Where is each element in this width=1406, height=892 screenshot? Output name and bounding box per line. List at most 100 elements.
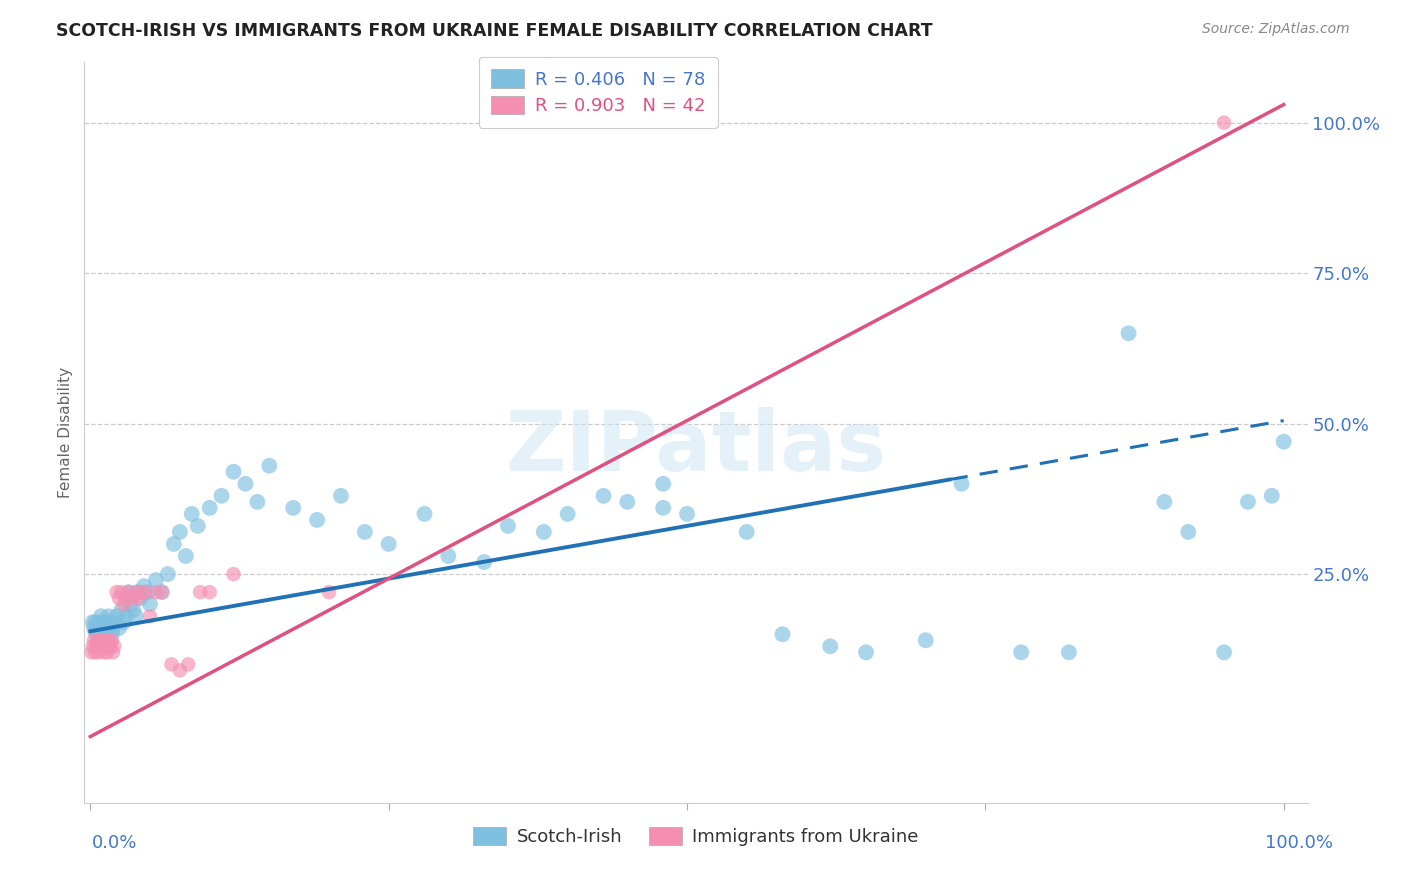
Point [108,621,131,635]
Point [84,645,107,659]
Point [222,465,245,479]
Point [86,633,108,648]
Point [90,640,112,654]
Point [80,645,103,659]
Point [94,615,117,630]
Point [533,524,555,539]
Point [93,640,115,654]
Point [772,627,794,641]
Point [353,524,375,539]
Point [101,645,124,659]
Point [117,585,139,599]
Point [413,507,436,521]
Point [94,633,117,648]
Point [652,500,675,515]
Point [134,585,156,599]
Point [83,621,105,635]
Point [283,500,305,515]
Point [211,489,233,503]
Point [177,657,200,672]
Text: ZIPatlas: ZIPatlas [506,407,886,488]
Point [96,621,118,635]
Point [160,657,183,672]
Point [1057,645,1080,659]
Point [307,513,329,527]
Point [127,591,149,606]
Point [82,640,104,654]
Point [93,627,115,641]
Point [818,640,841,654]
Point [120,597,142,611]
Point [198,585,221,599]
Point [97,609,120,624]
Point [198,500,221,515]
Point [156,567,179,582]
Point [735,524,758,539]
Point [1213,115,1236,129]
Point [84,615,107,630]
Point [1272,434,1295,449]
Point [86,621,108,635]
Point [259,458,281,473]
Point [139,597,162,611]
Point [101,627,124,641]
Point [127,585,149,599]
Point [1118,326,1140,341]
Point [235,476,257,491]
Point [169,664,191,678]
Point [108,591,131,606]
Point [145,573,167,587]
Point [652,476,675,491]
Point [950,476,973,491]
Point [914,633,936,648]
Point [318,585,340,599]
Point [98,621,121,635]
Point [1153,495,1175,509]
Point [112,597,135,611]
Point [103,640,125,654]
Point [97,640,120,654]
Point [115,591,138,606]
Point [122,603,145,617]
Point [90,609,112,624]
Point [163,537,186,551]
Point [855,645,877,659]
Point [100,640,122,654]
Point [377,537,399,551]
Point [124,609,146,624]
Point [150,585,173,599]
Point [472,555,495,569]
Point [82,615,104,630]
Point [676,507,699,521]
Point [91,621,114,635]
Point [131,585,153,599]
Point [1237,495,1260,509]
Point [222,567,245,582]
Point [87,645,110,659]
Text: SCOTCH-IRISH VS IMMIGRANTS FROM UKRAINE FEMALE DISABILITY CORRELATION CHART: SCOTCH-IRISH VS IMMIGRANTS FROM UKRAINE … [56,22,932,40]
Text: 100.0%: 100.0% [1265,834,1333,852]
Point [84,627,107,641]
Point [124,585,146,599]
Point [98,633,121,648]
Point [87,615,110,630]
Text: 0.0%: 0.0% [91,834,136,852]
Point [1010,645,1032,659]
Point [105,609,128,624]
Point [100,615,122,630]
Point [437,549,460,563]
Point [101,633,124,648]
Point [136,585,159,599]
Legend: Scotch-Irish, Immigrants from Ukraine: Scotch-Irish, Immigrants from Ukraine [463,815,929,856]
Point [121,591,143,606]
Point [84,640,107,654]
Point [139,609,162,624]
Point [96,645,118,659]
Point [132,579,155,593]
Text: Source: ZipAtlas.com: Source: ZipAtlas.com [1202,22,1350,37]
Point [145,585,167,599]
Point [115,609,138,624]
Point [616,495,638,509]
Point [169,524,191,539]
Point [93,615,115,630]
